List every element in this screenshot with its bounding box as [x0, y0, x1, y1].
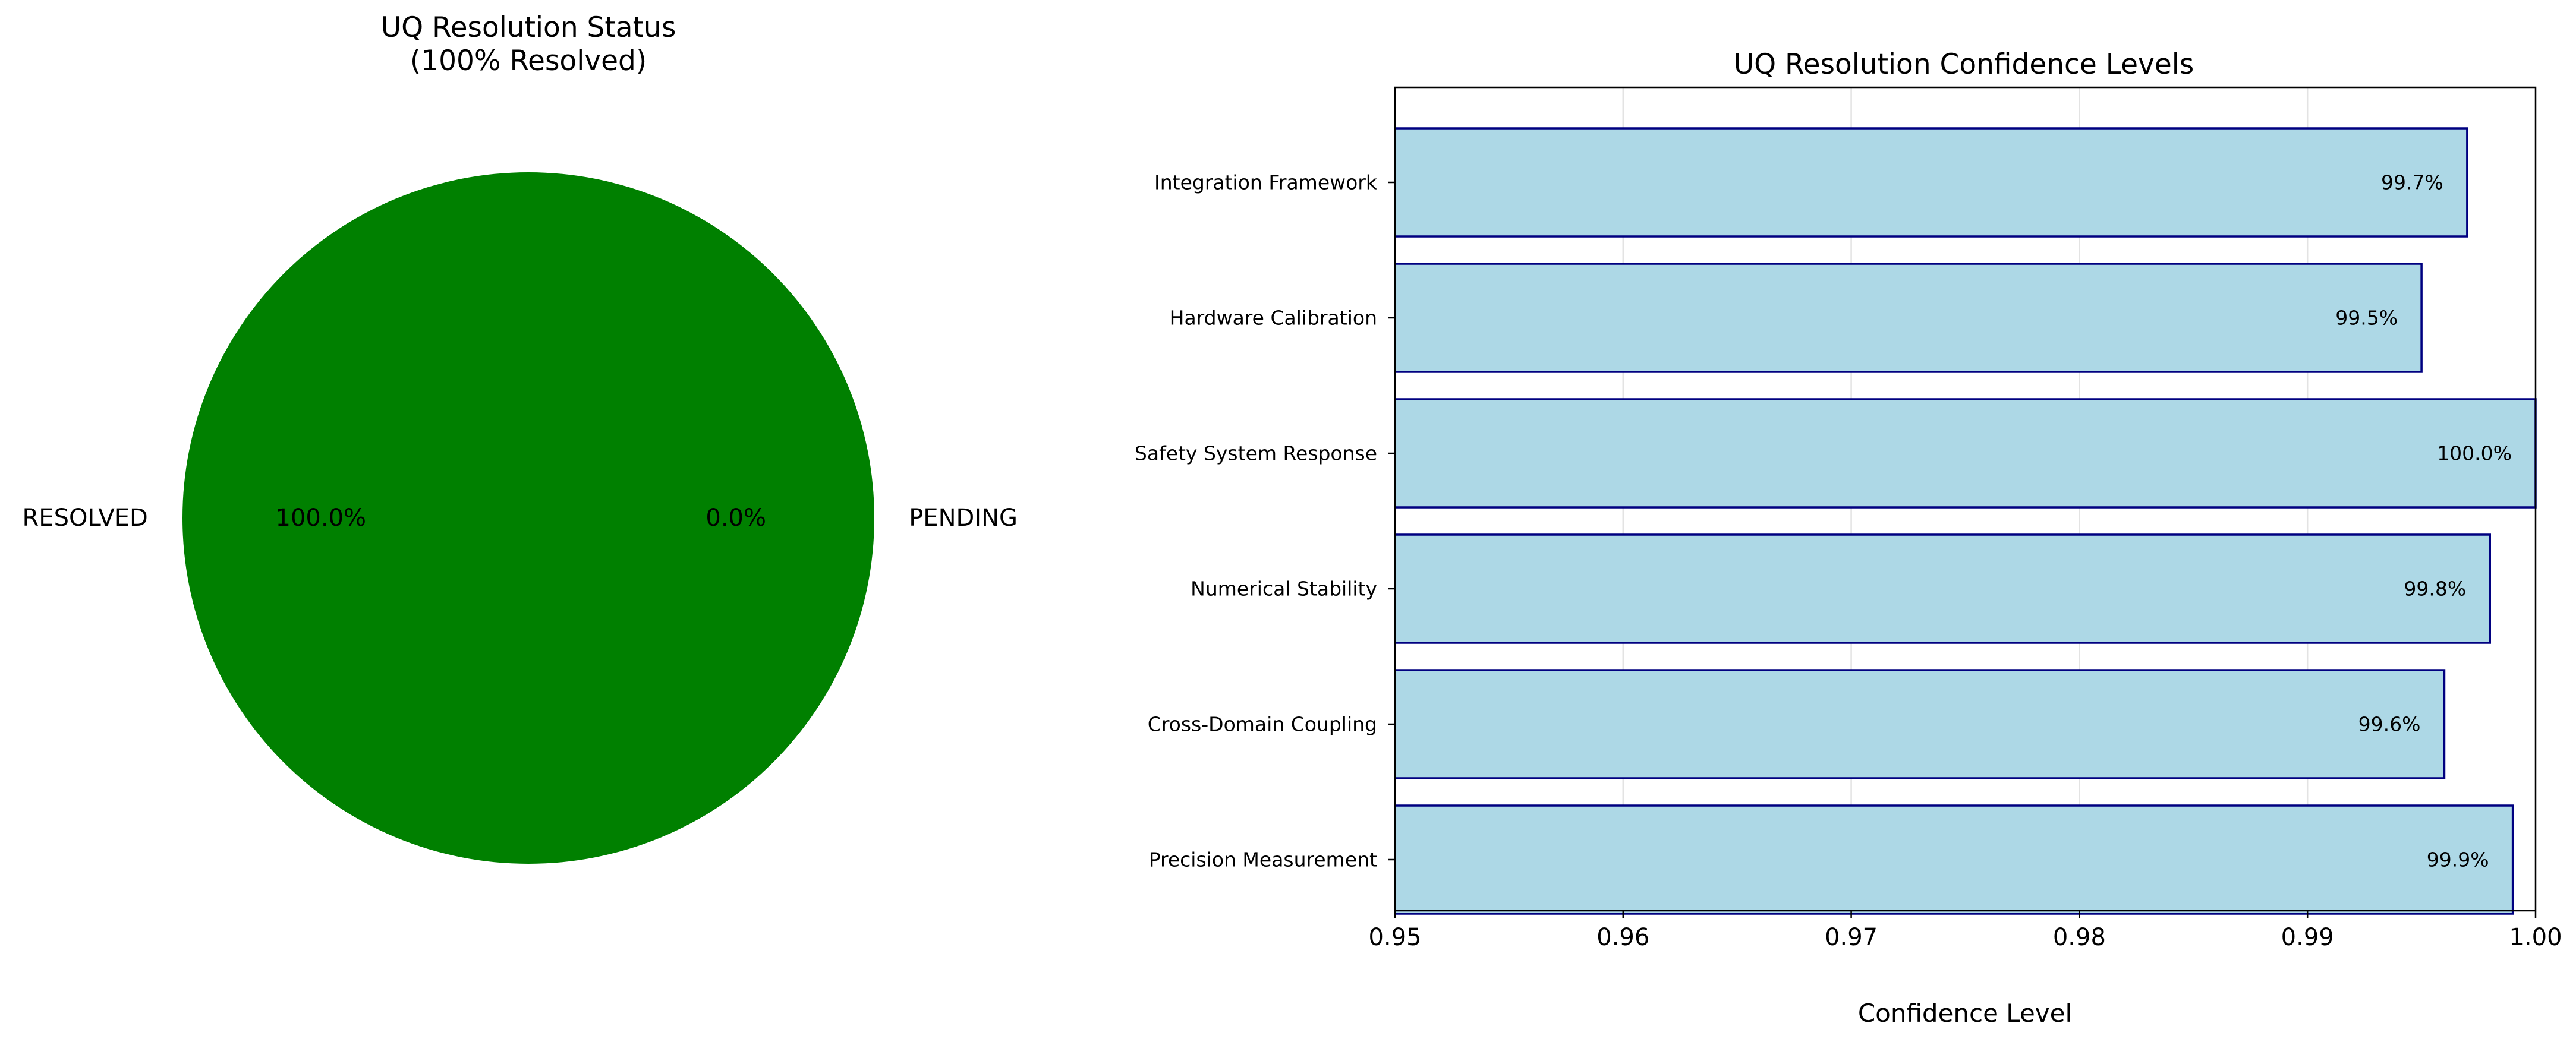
- y-tick-label: Safety System Response: [1135, 442, 1377, 465]
- pie-slice-resolved: [182, 172, 874, 864]
- bar-chart-panel: UQ Resolution Confidence Levels 99.7%99.…: [1135, 48, 2562, 1028]
- y-tick-label: Precision Measurement: [1149, 848, 1377, 872]
- x-tick-label: 0.96: [1596, 924, 1649, 951]
- y-tick-label: Numerical Stability: [1191, 577, 1377, 601]
- pie-title-line: UQ Resolution Status: [381, 11, 676, 44]
- bar-value-label: 99.6%: [2358, 713, 2421, 736]
- bar-chart-category-labels: Integration Framework Hardware Calibratio…: [1135, 171, 1395, 872]
- y-tick-label: Hardware Calibration: [1170, 307, 1377, 330]
- pie-slices: [182, 172, 874, 864]
- bar-value-label: 99.8%: [2404, 577, 2466, 601]
- bar: [1394, 398, 2537, 509]
- x-tick-label: 0.99: [2281, 924, 2334, 951]
- bar: [1394, 263, 2423, 373]
- bar: [1394, 669, 2446, 779]
- bar-chart-x-axis-label: Confidence Level: [1858, 999, 2072, 1028]
- pie-title-line: (100% Resolved): [410, 45, 647, 77]
- pie-label-pending: PENDING: [909, 504, 1018, 532]
- bar-chart-title: UQ Resolution Confidence Levels: [1734, 48, 2194, 81]
- x-tick-label: 1.00: [2509, 924, 2562, 951]
- bar-chart-x-ticks: 0.95 0.96 0.97 0.98 0.99 1.00: [1368, 911, 2562, 951]
- bar: [1394, 533, 2491, 644]
- pie-label-resolved: RESOLVED: [23, 504, 148, 532]
- bar-chart-value-labels: 99.7% 99.5% 100.0% 99.8% 99.6% 99.9%: [2335, 171, 2512, 872]
- pie-pct-resolved: 100.0%: [276, 504, 367, 532]
- x-tick-label: 0.97: [1825, 924, 1878, 951]
- bar-value-label: 99.9%: [2427, 848, 2489, 872]
- bar-value-label: 99.5%: [2335, 307, 2398, 330]
- bar-value-label: 100.0%: [2437, 442, 2512, 465]
- pie-pct-pending: 0.0%: [706, 504, 766, 532]
- y-tick-label: Integration Framework: [1154, 171, 1378, 194]
- bar-chart-bars: [1394, 127, 2537, 915]
- bar-value-label: 99.7%: [2381, 171, 2443, 194]
- x-tick-label: 0.98: [2053, 924, 2106, 951]
- y-tick-label: Cross-Domain Coupling: [1148, 713, 1377, 736]
- pie-chart-title: UQ Resolution Status (100% Resolved): [381, 11, 676, 77]
- pie-chart-panel: UQ Resolution Status (100% Resolved) RESO…: [23, 11, 1018, 864]
- bar: [1394, 804, 2514, 915]
- x-tick-label: 0.95: [1368, 924, 1421, 951]
- bar: [1394, 127, 2468, 238]
- bar-chart-axes-frame: [1394, 86, 2537, 912]
- pie-labels: RESOLVED 100.0% PENDING 0.0%: [23, 504, 1018, 532]
